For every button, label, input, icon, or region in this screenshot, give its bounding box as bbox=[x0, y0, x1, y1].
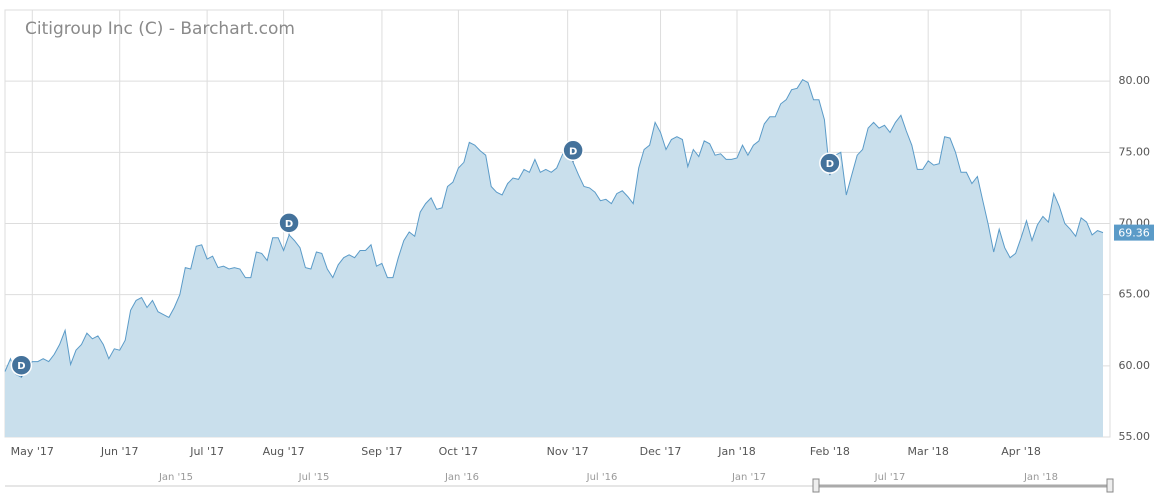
x-tick-label: Apr '18 bbox=[1001, 445, 1041, 458]
marker-label: D bbox=[826, 159, 834, 170]
dividend-marker bbox=[278, 212, 300, 234]
x-tick-label: Aug '17 bbox=[263, 445, 305, 458]
navigator-handle[interactable] bbox=[812, 478, 820, 493]
marker-label: D bbox=[569, 146, 577, 157]
navigator-label: Jan '18 bbox=[1023, 472, 1058, 483]
x-tick-label: Jun '17 bbox=[100, 445, 139, 458]
y-tick-label: 65.00 bbox=[1119, 288, 1151, 301]
area bbox=[5, 79, 1103, 437]
navigator-handle[interactable] bbox=[1106, 478, 1114, 493]
navigator-label: Jul '16 bbox=[586, 472, 618, 483]
navigator-label: Jul '15 bbox=[298, 472, 330, 483]
x-tick-label: Dec '17 bbox=[640, 445, 682, 458]
dividend-marker bbox=[562, 139, 584, 162]
x-tick-label: Sep '17 bbox=[361, 445, 402, 458]
navigator-label: Jan '15 bbox=[158, 472, 193, 483]
x-tick-label: Jul '17 bbox=[189, 445, 224, 458]
series: D D D D bbox=[4, 79, 1104, 437]
chart-title: Citigroup Inc (C) - Barchart.com bbox=[25, 19, 295, 39]
navigator-label: Jul '17 bbox=[874, 472, 906, 483]
y-tick-label: 55.00 bbox=[1119, 430, 1151, 443]
dividend-marker bbox=[10, 354, 33, 376]
x-tick-label: Feb '18 bbox=[810, 445, 850, 458]
x-tick-label: Oct '17 bbox=[439, 445, 479, 458]
y-tick-label: 60.00 bbox=[1119, 359, 1151, 372]
x-tick-label: Jan '18 bbox=[717, 445, 755, 458]
x-tick-label: Nov '17 bbox=[547, 445, 589, 458]
marker-label: D bbox=[17, 361, 25, 372]
navigator-label: Jan '16 bbox=[444, 472, 479, 483]
dividend-marker bbox=[819, 152, 841, 174]
y-tick-label: 80.00 bbox=[1119, 74, 1151, 87]
last-value-box bbox=[1114, 224, 1154, 241]
marker-label: D bbox=[285, 219, 293, 230]
line bbox=[4, 79, 1104, 378]
x-tick-label: May '17 bbox=[11, 445, 54, 458]
last-value-label: 69.36 bbox=[1118, 227, 1150, 240]
y-tick-label: 75.00 bbox=[1119, 145, 1151, 158]
navigator-label: Jan '17 bbox=[731, 472, 766, 483]
x-tick-label: Mar '18 bbox=[908, 445, 949, 458]
